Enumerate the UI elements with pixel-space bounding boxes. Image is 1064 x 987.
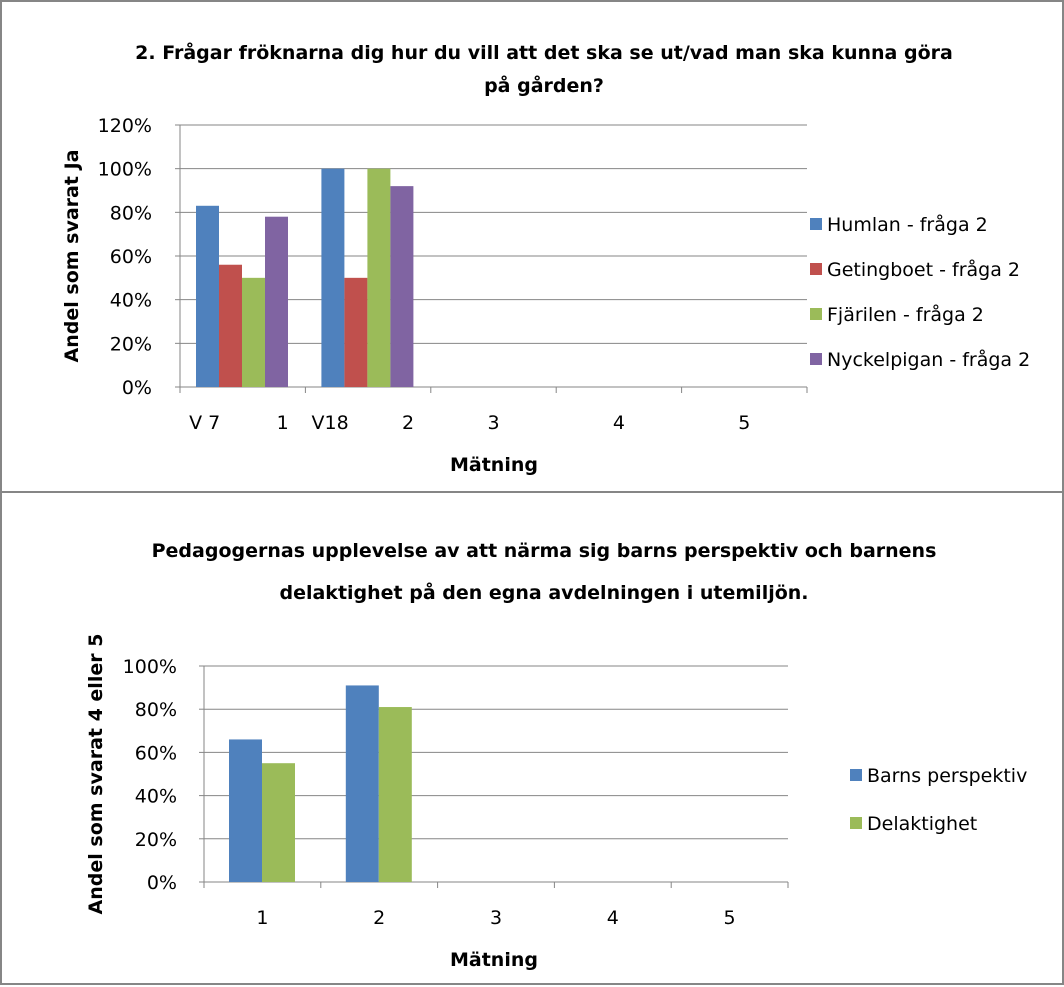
bar-getingboet-fr-ga-2 bbox=[344, 277, 368, 387]
legend-label: Fjärilen - fråga 2 bbox=[827, 303, 984, 326]
chart-2-svg: Pedagogernas upplevelse av att närma sig… bbox=[85, 540, 1027, 971]
y-tick-label: 80% bbox=[110, 202, 152, 224]
legend-label: Barns perspektiv bbox=[867, 765, 1027, 787]
x-tick-label: 3 bbox=[487, 412, 499, 434]
legend-swatch bbox=[850, 817, 862, 829]
legend-label: Humlan - fråga 2 bbox=[827, 213, 988, 236]
legend-label: Nyckelpigan - fråga 2 bbox=[827, 348, 1030, 371]
x-tick-sublabel: V 7 bbox=[189, 412, 220, 434]
legend-swatch bbox=[850, 769, 862, 781]
bar-barns-perspektiv bbox=[229, 739, 262, 882]
x-tick-label: 4 bbox=[613, 412, 625, 434]
y-tick-label: 100% bbox=[123, 656, 177, 678]
x-tick-label: 1 bbox=[256, 907, 268, 929]
y-tick-label: 20% bbox=[135, 829, 177, 851]
bar-delaktighet bbox=[262, 763, 295, 882]
y-tick-label: 0% bbox=[122, 377, 152, 399]
y-tick-label: 40% bbox=[110, 290, 152, 312]
chart-title-line: på gården? bbox=[484, 73, 604, 97]
bar-barns-perspektiv bbox=[345, 685, 379, 882]
bar-nyckelpigan-fr-ga-2 bbox=[265, 216, 288, 387]
y-tick-label: 60% bbox=[110, 246, 152, 268]
y-axis-title: Andel som svarat Ja bbox=[61, 150, 83, 363]
y-tick-label: 120% bbox=[98, 115, 152, 137]
bar-humlan-fr-ga-2 bbox=[321, 168, 345, 387]
bar-fj-rilen-fr-ga-2 bbox=[242, 277, 265, 387]
x-tick-label: 5 bbox=[724, 907, 736, 929]
x-tick-label: 3 bbox=[490, 907, 502, 929]
legend-swatch bbox=[810, 308, 822, 320]
x-tick-label: 1 bbox=[277, 412, 289, 434]
x-tick-label: 2 bbox=[373, 907, 385, 929]
legend-label: Getingboet - fråga 2 bbox=[827, 258, 1020, 281]
x-tick-label: 2 bbox=[402, 412, 414, 434]
y-tick-label: 100% bbox=[98, 159, 152, 181]
legend-label: Delaktighet bbox=[867, 813, 977, 835]
legend-swatch bbox=[810, 218, 822, 230]
bar-delaktighet bbox=[378, 707, 412, 882]
x-tick-label: 4 bbox=[607, 907, 619, 929]
chart-panel-2: Pedagogernas upplevelse av att närma sig… bbox=[0, 491, 1064, 985]
y-axis-title: Andel som svarat 4 eller 5 bbox=[85, 634, 107, 915]
legend-swatch bbox=[810, 263, 822, 275]
y-tick-label: 40% bbox=[135, 786, 177, 808]
chart-title-line: 2. Frågar fröknarna dig hur du vill att … bbox=[135, 40, 953, 64]
chart-1-svg: 2. Frågar fröknarna dig hur du vill att … bbox=[61, 40, 1030, 476]
chart-title-line: delaktighet på den egna avdelningen i ut… bbox=[279, 580, 808, 604]
y-tick-label: 0% bbox=[147, 872, 177, 894]
y-tick-label: 20% bbox=[110, 333, 152, 355]
x-tick-sublabel: V18 bbox=[312, 412, 349, 434]
y-tick-label: 80% bbox=[135, 699, 177, 721]
chart-panel-1: 2. Frågar fröknarna dig hur du vill att … bbox=[0, 0, 1064, 493]
bar-humlan-fr-ga-2 bbox=[196, 205, 219, 387]
x-tick-label: 5 bbox=[738, 412, 750, 434]
bar-getingboet-fr-ga-2 bbox=[219, 264, 242, 387]
bar-nyckelpigan-fr-ga-2 bbox=[390, 186, 414, 387]
x-axis-title: Mätning bbox=[450, 949, 538, 971]
y-tick-label: 60% bbox=[135, 742, 177, 764]
bar-fj-rilen-fr-ga-2 bbox=[367, 168, 391, 387]
legend-swatch bbox=[810, 353, 822, 365]
chart-title-line: Pedagogernas upplevelse av att närma sig… bbox=[152, 540, 937, 562]
x-axis-title: Mätning bbox=[450, 454, 538, 476]
